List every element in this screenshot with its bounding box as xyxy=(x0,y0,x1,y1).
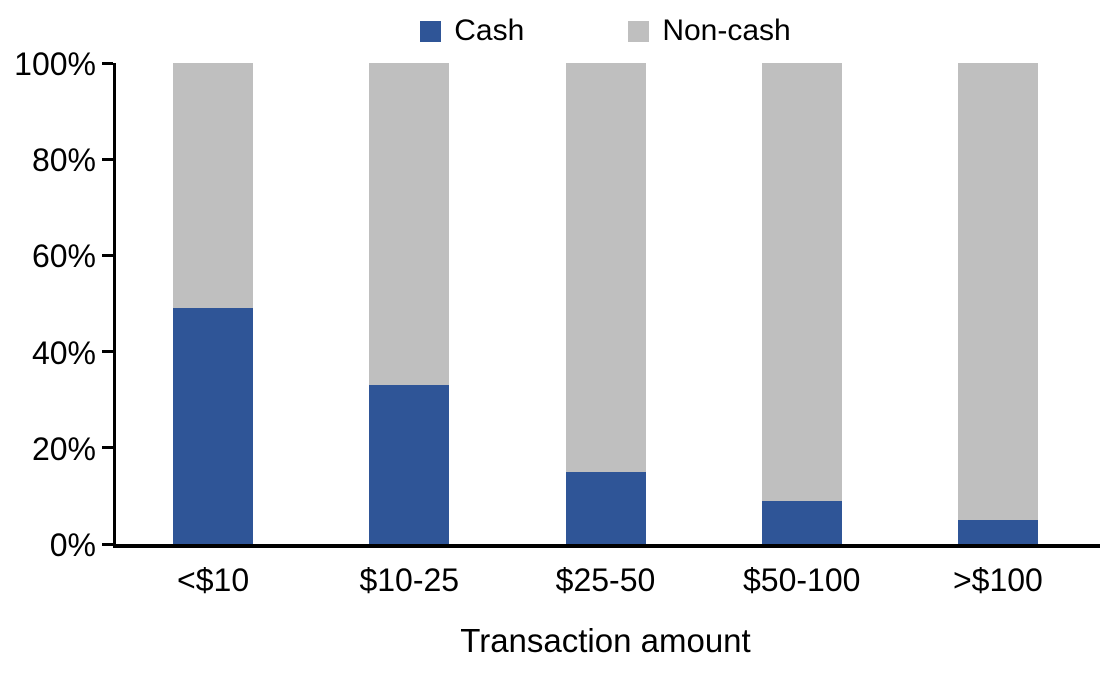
x-tick-label: $50-100 xyxy=(742,562,861,598)
y-tick-label: 0% xyxy=(49,527,96,563)
x-tick-label: >$100 xyxy=(952,562,1043,598)
x-tick-label: $25-50 xyxy=(555,562,656,598)
bar-segment-non-cash xyxy=(565,63,646,472)
bar-1 xyxy=(173,63,254,544)
x-tick-label: <$10 xyxy=(177,562,250,598)
bar-segment-non-cash xyxy=(957,63,1038,520)
legend-item-cash: Cash xyxy=(420,14,524,48)
x-axis-title: Transaction amount xyxy=(460,622,751,659)
non-cash-swatch-icon xyxy=(628,20,650,42)
legend: Cash Non-cash xyxy=(115,12,1096,50)
bar-segment-non-cash xyxy=(369,63,450,386)
bar-5 xyxy=(957,63,1038,544)
legend-item-non-cash: Non-cash xyxy=(628,14,791,48)
y-tick-mark xyxy=(102,542,113,546)
bar-2 xyxy=(369,63,450,544)
bar-segment-cash xyxy=(761,500,842,544)
bar-segment-cash xyxy=(369,385,450,544)
y-axis-line xyxy=(113,63,116,546)
bar-segment-cash xyxy=(957,519,1038,544)
y-tick-label: 20% xyxy=(31,430,96,467)
bar-segment-cash xyxy=(173,308,254,544)
bar-3 xyxy=(565,63,646,544)
bar-segment-cash xyxy=(565,471,646,544)
y-tick-mark xyxy=(102,157,113,161)
x-tick-label: $10-25 xyxy=(359,562,460,598)
y-tick-mark xyxy=(102,61,113,65)
x-axis-line xyxy=(113,544,1100,548)
bar-segment-non-cash xyxy=(173,63,254,309)
y-tick-label: 100% xyxy=(14,46,96,82)
cash-legend-label: Cash xyxy=(454,14,525,47)
plot-area xyxy=(115,63,1096,544)
y-tick-mark xyxy=(102,350,113,354)
bar-segment-non-cash xyxy=(761,63,842,501)
y-tick-mark xyxy=(102,446,113,450)
cash-swatch-icon xyxy=(420,20,442,42)
y-tick-label: 80% xyxy=(31,142,96,179)
non-cash-legend-label: Non-cash xyxy=(662,14,791,47)
bar-4 xyxy=(761,63,842,544)
y-tick-label: 40% xyxy=(31,334,96,371)
y-tick-mark xyxy=(102,253,113,257)
y-tick-label: 60% xyxy=(31,238,96,275)
